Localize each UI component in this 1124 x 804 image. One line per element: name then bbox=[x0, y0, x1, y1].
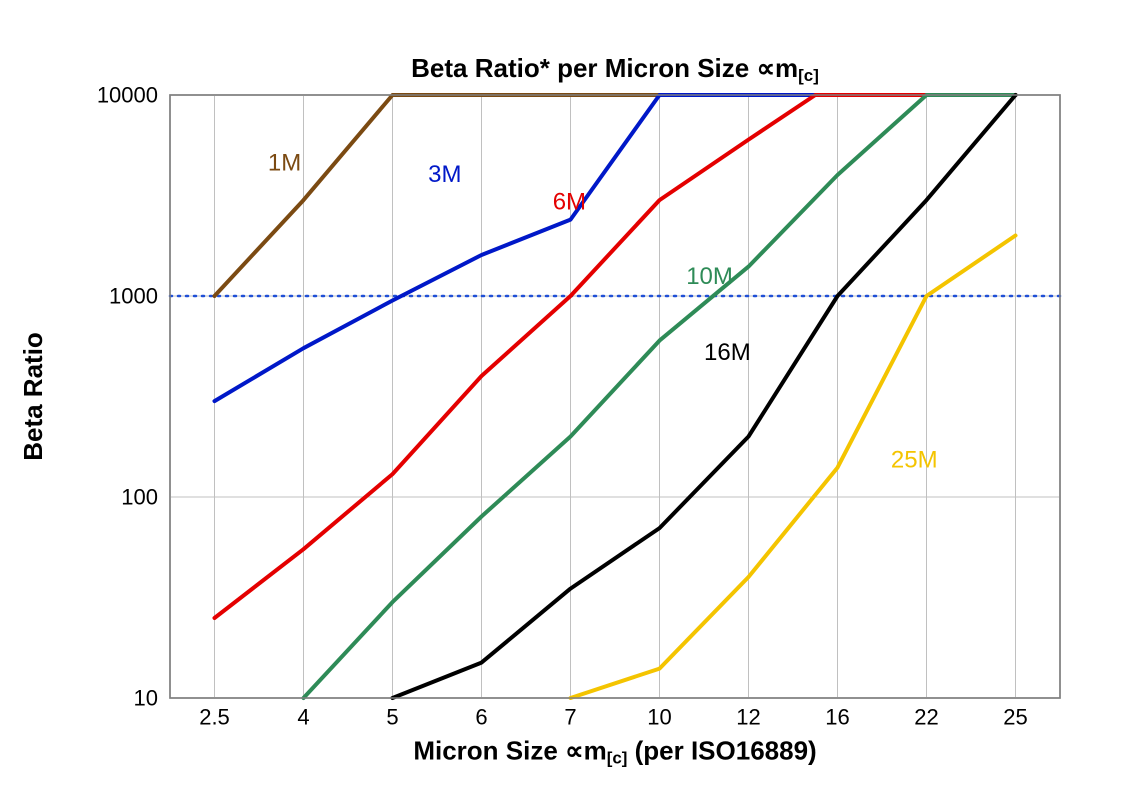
y-tick-label: 100 bbox=[121, 485, 158, 510]
beta-ratio-chart: 2.5 4 5 6 7 10 12 16 22 25 10 100 1000 10000 1M 3M 6M 10M… bbox=[0, 0, 1124, 804]
series-label: 1M bbox=[268, 150, 301, 177]
series-label: 6M bbox=[553, 188, 586, 215]
x-tick-label: 6 bbox=[475, 704, 487, 729]
x-tick-label: 22 bbox=[914, 704, 938, 729]
x-tick-label: 10 bbox=[647, 704, 671, 729]
x-tick-label: 7 bbox=[564, 704, 576, 729]
y-tick-label: 1000 bbox=[109, 284, 158, 309]
y-tick-label: 10000 bbox=[97, 83, 158, 108]
y-tick-label: 10 bbox=[134, 686, 158, 711]
x-tick-label: 12 bbox=[736, 704, 760, 729]
y-axis-label: Beta Ratio bbox=[18, 332, 48, 461]
series-label: 10M bbox=[686, 263, 733, 290]
x-tick-label: 4 bbox=[297, 704, 309, 729]
series-label: 16M bbox=[704, 339, 751, 366]
series-label: 3M bbox=[428, 161, 461, 188]
x-tick-label: 16 bbox=[825, 704, 849, 729]
x-tick-label: 5 bbox=[386, 704, 398, 729]
series-label: 25M bbox=[891, 447, 938, 474]
chart-title: Beta Ratio* per Micron Size ∝m[c] bbox=[411, 53, 819, 85]
x-tick-label: 2.5 bbox=[199, 704, 230, 729]
x-tick-label: 25 bbox=[1003, 704, 1027, 729]
